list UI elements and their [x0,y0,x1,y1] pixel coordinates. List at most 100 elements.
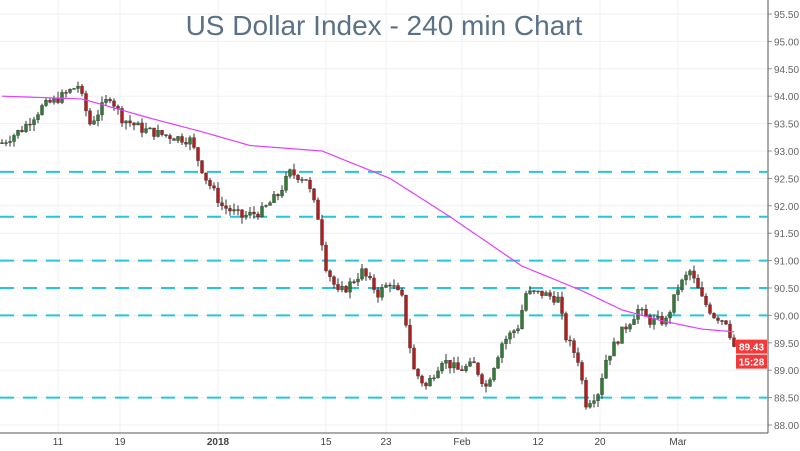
candle-up [468,361,472,367]
candle-up [684,274,688,281]
candle-down [416,368,420,377]
candle-up [68,89,72,93]
candle-up [524,293,528,311]
candle-up [620,326,624,344]
candle-up [440,363,444,372]
candle-up [428,378,432,387]
candle-down [644,308,648,316]
candle-down [216,187,220,203]
candle-up [612,341,616,357]
candle-up [436,370,440,379]
candle-up [32,119,36,125]
candle-down [404,294,408,326]
candle-up [464,365,468,371]
y-tick-label: 90.00 [774,311,799,322]
candle-down [312,188,316,201]
candle-up [60,92,64,103]
candle-down [420,375,424,384]
candle-up [72,88,76,90]
x-tick-label: Mar [669,437,687,448]
candle-down [168,135,172,139]
candle-down [308,179,312,190]
candle-down [424,382,428,387]
y-tick-label: 88.50 [774,394,799,405]
candle-down [88,110,92,125]
candle-down [128,120,132,124]
x-tick-label: 12 [532,437,544,448]
x-tick-label: Feb [453,437,471,448]
candle-down [64,92,68,94]
candle-up [12,135,16,142]
moving-average-line [1,95,735,333]
candle-down [696,278,700,289]
candle-up [504,338,508,344]
candle-down [732,337,736,347]
y-tick-label: 92.00 [774,202,799,213]
last-price-badge [736,339,767,354]
candle-down [376,289,380,298]
candle-up [444,360,448,364]
candle-up [492,368,496,380]
candle-up [8,141,12,143]
y-tick-label: 94.50 [774,65,799,76]
candle-down [28,123,32,126]
candle-up [608,355,612,361]
candle-down [540,290,544,296]
candle-down [368,275,372,279]
candle-down [460,369,464,371]
candle-up [16,130,20,136]
candle-up [544,292,548,296]
candle-down [84,93,88,112]
candle-down [304,179,308,181]
candle-up [260,206,264,217]
candle-down [568,339,572,342]
candle-down [532,290,536,292]
chart-title: US Dollar Index - 240 min Chart [185,10,583,41]
candle-down [184,142,188,145]
candle-up [496,357,500,369]
y-tick-label: 91.00 [774,257,799,268]
candle-down [616,341,620,344]
candle-down [412,347,416,370]
candle-up [136,122,140,126]
candle-up [288,169,292,177]
candle-down [704,295,708,305]
candle-up [264,205,268,207]
y-tick-label: 94.00 [774,92,799,103]
candle-down [472,361,476,364]
candle-down [484,383,488,387]
candle-down [20,130,24,132]
y-tick-label: 95.50 [774,10,799,21]
countdown-label: 15:28 [739,358,765,369]
candle-up [384,284,388,288]
candle-up [92,120,96,125]
candle-down [328,270,332,277]
candle-up [680,279,684,291]
candle-up [356,278,360,283]
candle-up [280,189,284,197]
candle-up [556,296,560,303]
candle-up [640,308,644,311]
x-tick-label: 2018 [207,437,230,448]
y-tick-label: 89.50 [774,339,799,350]
candle-up [348,281,352,293]
candle-up [508,332,512,340]
candle-up [244,214,248,218]
candle-up [672,294,676,313]
candle-down [220,202,224,207]
candle-up [340,286,344,290]
candle-up [380,287,384,298]
candle-down [132,122,136,126]
candle-up [600,378,604,395]
candle-up [512,330,516,334]
candle-down [552,296,556,303]
candle-down [252,211,256,215]
candle-up [36,114,40,120]
x-tick-label: 23 [380,437,392,448]
candle-down [236,209,240,211]
y-tick-label: 90.50 [774,284,799,295]
candle-down [372,277,376,290]
candle-down [292,169,296,176]
candle-down [564,313,568,341]
